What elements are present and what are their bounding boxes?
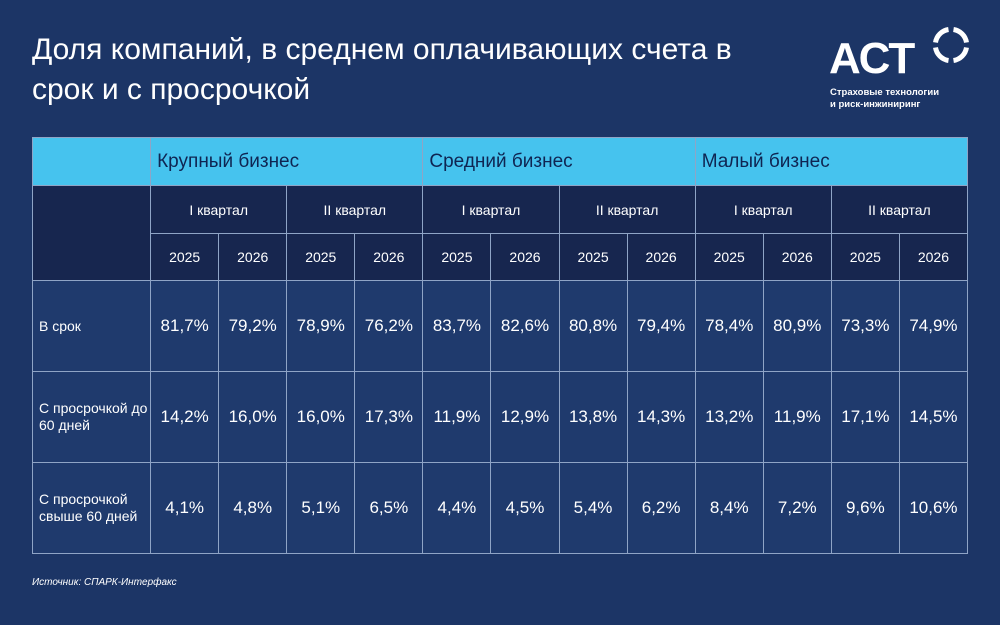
- table-cell: 78,9%: [286, 280, 356, 372]
- year-header-row: 2025 2026 2025 2026 2025 2026 2025 2026 …: [33, 233, 969, 281]
- table-cell: 11,9%: [422, 371, 492, 463]
- year-header: 2025: [422, 233, 492, 281]
- table-cell: 79,2%: [218, 280, 288, 372]
- table-cell: 14,2%: [150, 371, 220, 463]
- group-header-large: Крупный бизнес: [150, 137, 424, 186]
- table-cell: 83,7%: [422, 280, 492, 372]
- group-header-small: Малый бизнес: [694, 137, 969, 186]
- table-cell: 17,3%: [354, 371, 424, 463]
- quarter-header: I квартал: [150, 185, 288, 234]
- table-row-overdue-60: С просрочкой до 60 дней 14,2% 16,0% 16,0…: [31, 371, 969, 463]
- table-cell: 10,6%: [898, 462, 969, 554]
- table-cell: 16,0%: [218, 371, 288, 463]
- table-cell: 14,3%: [626, 371, 696, 463]
- logo-wordmark: АСТ: [829, 34, 915, 83]
- table-cell: 12,9%: [490, 371, 560, 463]
- table-cell: 16,0%: [286, 371, 356, 463]
- corner-cell-dark: [31, 185, 152, 281]
- table-cell: 7,2%: [762, 462, 832, 554]
- year-header: 2025: [694, 233, 764, 281]
- logo-tagline-line2: и риск-инжиниринг: [830, 99, 921, 110]
- source-note: Источник: СПАРК-Интерфакс: [32, 577, 177, 588]
- quarter-header: II квартал: [830, 185, 969, 234]
- table-cell: 80,9%: [762, 280, 832, 372]
- table-cell: 5,4%: [558, 462, 628, 554]
- logo-tagline-line1: Страховые технологии: [830, 87, 940, 98]
- row-label: С просрочкой до 60 дней: [31, 371, 152, 463]
- table-cell: 11,9%: [762, 371, 832, 463]
- table-cell: 6,2%: [626, 462, 696, 554]
- table-cell: 9,6%: [830, 462, 900, 554]
- table-cell: 4,5%: [490, 462, 560, 554]
- table-cell: 76,2%: [354, 280, 424, 372]
- company-logo: АСТ Страховые технологии и риск-инжинири…: [829, 27, 974, 117]
- table-cell: 80,8%: [558, 280, 628, 372]
- payments-table: Крупный бизнес Средний бизнес Малый бизн…: [31, 137, 969, 554]
- table-cell: 74,9%: [898, 280, 969, 372]
- table-cell: 4,1%: [150, 462, 220, 554]
- year-header: 2025: [558, 233, 628, 281]
- table-cell: 17,1%: [830, 371, 900, 463]
- table-cell: 73,3%: [830, 280, 900, 372]
- year-header: 2026: [354, 233, 424, 281]
- group-header-row: Крупный бизнес Средний бизнес Малый бизн…: [31, 137, 969, 186]
- corner-cell: [31, 137, 152, 186]
- page-title: Доля компаний, в среднем оплачивающих сч…: [32, 33, 732, 106]
- year-header: 2026: [490, 233, 560, 281]
- table-cell: 79,4%: [626, 280, 696, 372]
- group-header-medium: Средний бизнес: [422, 137, 696, 186]
- year-header: 2025: [150, 233, 220, 281]
- row-label: В срок: [31, 280, 152, 372]
- logo-circle-cross-icon: [933, 27, 969, 63]
- year-header: 2026: [218, 233, 288, 281]
- table-cell: 5,1%: [286, 462, 356, 554]
- table-cell: 4,8%: [218, 462, 288, 554]
- table-row-overdue-over-60: С просрочкой свыше 60 дней 4,1% 4,8% 5,1…: [31, 462, 969, 554]
- year-header: 2026: [898, 233, 969, 281]
- quarter-header: I квартал: [422, 185, 560, 234]
- row-label: С просрочкой свыше 60 дней: [31, 462, 152, 554]
- quarter-header-row: I квартал II квартал I квартал II кварта…: [31, 185, 969, 281]
- table-cell: 4,4%: [422, 462, 492, 554]
- year-header: 2026: [762, 233, 832, 281]
- logo-tagline: Страховые технологии и риск-инжиниринг: [830, 87, 939, 111]
- year-header: 2026: [626, 233, 696, 281]
- table-cell: 6,5%: [354, 462, 424, 554]
- table-cell: 13,2%: [694, 371, 764, 463]
- year-header: 2025: [286, 233, 356, 281]
- table-cell: 8,4%: [694, 462, 764, 554]
- quarter-header: I квартал: [694, 185, 832, 234]
- quarter-header: II квартал: [558, 185, 696, 234]
- table-row-on-time: В срок 81,7% 79,2% 78,9% 76,2% 83,7% 82,…: [31, 280, 969, 372]
- table-cell: 82,6%: [490, 280, 560, 372]
- quarter-header: II квартал: [286, 185, 424, 234]
- table-cell: 14,5%: [898, 371, 969, 463]
- table-cell: 78,4%: [694, 280, 764, 372]
- year-header: 2025: [830, 233, 900, 281]
- table-cell: 13,8%: [558, 371, 628, 463]
- table-cell: 81,7%: [150, 280, 220, 372]
